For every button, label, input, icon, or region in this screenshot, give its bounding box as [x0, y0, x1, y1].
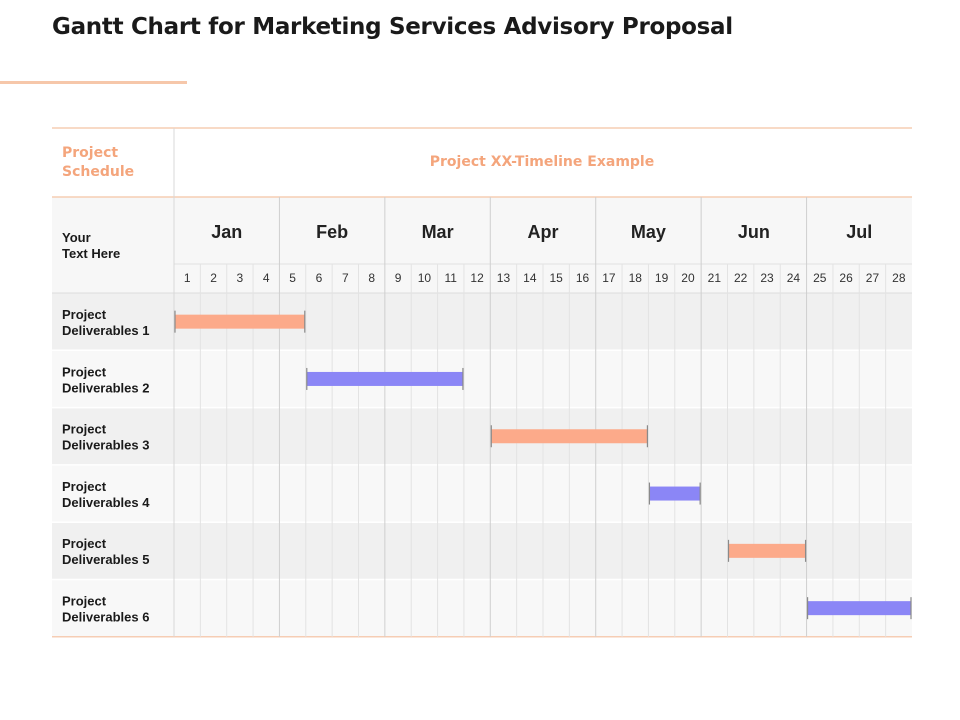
task-label-line-2: Deliverables 1	[62, 323, 149, 338]
week-label: 25	[813, 271, 827, 285]
task-bars	[174, 310, 912, 620]
schedule-label-line-1: Project	[62, 145, 118, 161]
week-labels: 1 2 3 4 5 6 7 8 9 10 11 12 13 14 15 16 17 18 19 20 21 22 23 24 2…	[184, 271, 906, 285]
task-label-line-2: Deliverables 5	[62, 552, 149, 567]
task-bar	[649, 486, 701, 501]
week-label: 12	[470, 271, 484, 285]
week-label: 5	[289, 271, 296, 285]
row-background	[52, 464, 912, 523]
task-label-line-1: Project	[62, 479, 107, 494]
week-label: 15	[549, 271, 563, 285]
week-label: 21	[708, 271, 722, 285]
month-label: Feb	[316, 222, 348, 242]
week-label: 24	[787, 271, 801, 285]
row-background	[52, 407, 912, 465]
corner-label-line-2: Text Here	[62, 246, 120, 261]
week-label: 14	[523, 271, 537, 285]
week-label: 28	[892, 271, 906, 285]
week-label: 20	[681, 271, 695, 285]
month-label: Mar	[422, 222, 454, 242]
week-label: 10	[418, 271, 432, 285]
page-title: Gantt Chart for Marketing Services Advis…	[52, 14, 733, 40]
week-label: 1	[184, 271, 191, 285]
week-label: 17	[602, 271, 616, 285]
schedule-label-line-2: Schedule	[62, 164, 134, 180]
task-bar	[175, 314, 305, 329]
week-label: 19	[655, 271, 669, 285]
week-label: 4	[263, 271, 270, 285]
week-label: 6	[316, 271, 323, 285]
task-label-line-1: Project	[62, 536, 107, 551]
month-label: Apr	[528, 222, 559, 242]
task-label-line-2: Deliverables 2	[62, 380, 149, 395]
task-label-line-2: Deliverables 3	[62, 438, 149, 453]
task-label-line-2: Deliverables 6	[62, 610, 149, 625]
week-label: 13	[497, 271, 511, 285]
task-label-line-1: Project	[62, 422, 107, 437]
week-label: 16	[576, 271, 590, 285]
week-label: 27	[866, 271, 880, 285]
week-label: 7	[342, 271, 349, 285]
month-labels: Jan Feb Mar Apr May Jun Jul	[211, 222, 872, 242]
week-label: 11	[445, 271, 458, 285]
week-label: 9	[395, 271, 402, 285]
week-label: 8	[368, 271, 375, 285]
grid-labels: Project Schedule Project XX-Timeline Exa…	[62, 145, 654, 261]
week-label: 22	[734, 271, 748, 285]
month-label: Jan	[211, 222, 242, 242]
task-bar	[807, 601, 911, 616]
task-label-line-1: Project	[62, 364, 107, 379]
week-label: 2	[210, 271, 217, 285]
row-background	[52, 350, 912, 408]
task-label-line-1: Project	[62, 307, 107, 322]
task-label-line-2: Deliverables 4	[62, 495, 150, 510]
week-label: 18	[629, 271, 643, 285]
week-label: 26	[839, 271, 853, 285]
grid-background	[52, 197, 912, 637]
week-label: 3	[237, 271, 244, 285]
task-bar	[306, 371, 463, 386]
week-label: 23	[760, 271, 774, 285]
title-accent-line	[0, 81, 187, 84]
grid-lines	[52, 127, 912, 638]
timeline-title: Project XX-Timeline Example	[430, 154, 654, 170]
row-background	[52, 579, 912, 637]
month-label: May	[631, 222, 666, 242]
task-label-line-1: Project	[62, 594, 107, 609]
task-bar	[728, 543, 806, 558]
month-label: Jul	[846, 222, 872, 242]
header-background	[52, 197, 912, 293]
task-bar	[491, 429, 648, 444]
corner-label-line-1: Your	[62, 230, 91, 245]
month-label: Jun	[738, 222, 770, 242]
